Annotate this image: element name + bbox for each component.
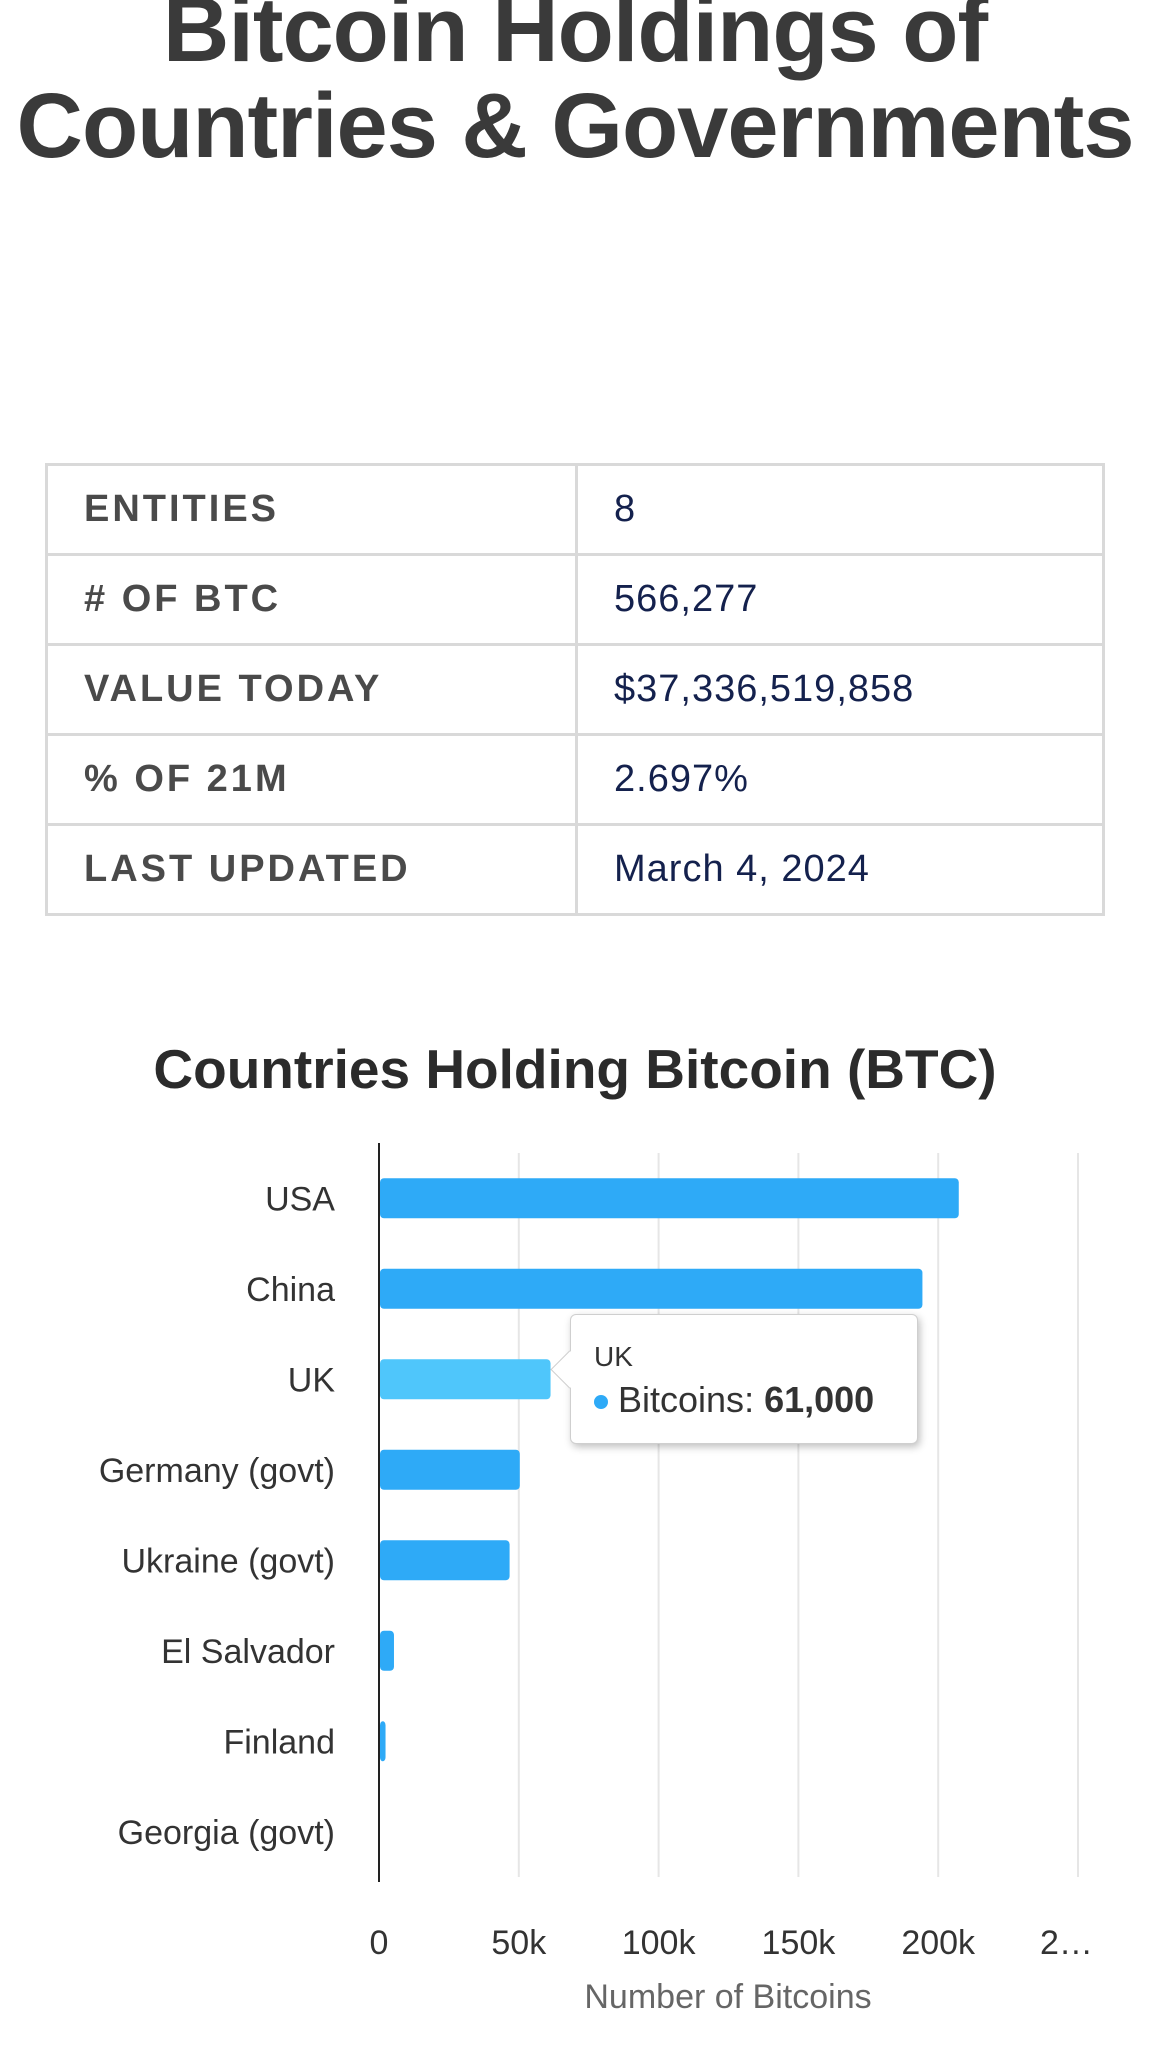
x-tick-labels: 0 50k 100k 150k 200k 2…	[370, 1924, 1093, 1962]
stats-row-entities: ENTITIES 8	[45, 463, 1105, 556]
x-tick-label: 100k	[622, 1924, 697, 1962]
x-tick-label: 0	[370, 1924, 389, 1962]
series-dot-icon	[594, 1395, 608, 1410]
bars	[380, 1178, 959, 1762]
grid-lines	[378, 1143, 1079, 1882]
category-label: El Salvador	[161, 1633, 335, 1671]
category-label: China	[246, 1271, 335, 1309]
x-tick-label: 50k	[491, 1924, 547, 1962]
stats-value: 566,277	[575, 553, 1105, 646]
category-label: Finland	[223, 1723, 335, 1761]
chart-tooltip: UK Bitcoins: 61,000	[550, 1314, 918, 1444]
stats-label: % OF 21M	[45, 733, 578, 826]
bar	[380, 1721, 386, 1762]
tooltip-series: Bitcoins	[618, 1379, 745, 1420]
x-tick-label: 150k	[762, 1924, 837, 1962]
category-label: Ukraine (govt)	[121, 1542, 335, 1580]
bar	[380, 1178, 959, 1219]
x-tick-label: 200k	[901, 1924, 976, 1962]
bar	[380, 1449, 520, 1490]
stats-row-value: VALUE TODAY $37,336,519,858	[45, 643, 1105, 736]
tooltip-row: Bitcoins: 61,000	[594, 1379, 874, 1421]
category-label: USA	[265, 1180, 335, 1218]
bar	[380, 1540, 510, 1581]
stats-row-percent: % OF 21M 2.697%	[45, 733, 1105, 826]
stats-table: ENTITIES 8 # OF BTC 566,277 VALUE TODAY …	[45, 463, 1105, 916]
stats-value: 8	[575, 463, 1105, 556]
stats-value: 2.697%	[575, 733, 1105, 826]
category-label: UK	[288, 1361, 336, 1399]
stats-row-updated: LAST UPDATED March 4, 2024	[45, 823, 1105, 916]
stats-label: # OF BTC	[45, 553, 578, 646]
stats-label: ENTITIES	[45, 463, 578, 556]
stats-label: VALUE TODAY	[45, 643, 578, 736]
stats-value: $37,336,519,858	[575, 643, 1105, 736]
category-label: Germany (govt)	[99, 1452, 335, 1490]
bar	[380, 1630, 394, 1671]
tooltip-value: 61,000	[764, 1379, 875, 1420]
bar-chart: USA China UK Germany (govt) Ukraine (govt) El…	[99, 1143, 1093, 2016]
page-title: Bitcoin Holdings of Countries & Governme…	[16, 0, 1135, 177]
stats-label: LAST UPDATED	[45, 823, 578, 916]
x-axis-label: Number of Bitcoins	[584, 1978, 871, 2016]
category-label: Georgia (govt)	[118, 1814, 335, 1852]
stats-value: March 4, 2024	[575, 823, 1105, 916]
bar	[380, 1359, 551, 1400]
bar	[380, 1268, 923, 1309]
category-labels: USA China UK Germany (govt) Ukraine (govt) El…	[99, 1180, 336, 1852]
x-tick-label: 2…	[1040, 1924, 1093, 1962]
tooltip-title: UK	[594, 1341, 633, 1372]
chart-title: Countries Holding Bitcoin (BTC)	[153, 1038, 997, 1100]
stats-row-btc: # OF BTC 566,277	[45, 553, 1105, 646]
